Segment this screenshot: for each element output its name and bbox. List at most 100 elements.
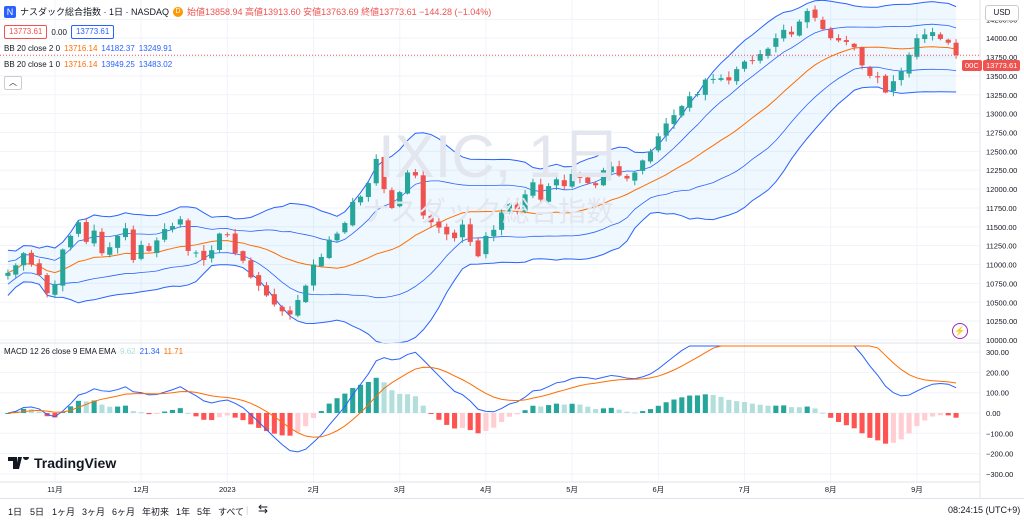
macd-histogram-bar — [647, 409, 654, 413]
macd-pane — [5, 345, 959, 453]
candle-body — [287, 310, 293, 315]
price-tick-label: 13250.00 — [986, 91, 1017, 100]
bid-ask-row: 13773.61 0.00 13773.61 — [4, 25, 115, 39]
tf-6m[interactable]: 6ヶ月 — [112, 507, 136, 517]
price-tick-label: 14000.00 — [986, 34, 1017, 43]
candle-body — [820, 19, 826, 30]
last-price-tag: 13773.61 — [983, 60, 1021, 71]
candle-body — [930, 32, 936, 37]
macd-histogram-bar — [130, 411, 136, 413]
divider: | — [246, 505, 249, 515]
macd-histogram-bar — [263, 413, 270, 432]
tf-5y[interactable]: 5年 — [197, 507, 212, 517]
macd-histogram-bar — [248, 413, 254, 425]
candle-body — [546, 186, 552, 202]
bb-upper-2sd-line — [7, 0, 957, 252]
candle-body — [91, 230, 97, 244]
candle-body — [216, 233, 223, 250]
macd-histogram-bar — [875, 413, 881, 441]
axes: 10000.00 10250.00 10500.00 10750.00 11000.00… — [0, 0, 1017, 498]
brand-name: TradingView — [34, 455, 117, 471]
macd-histogram-bar — [381, 382, 387, 413]
macd-histogram-bar — [945, 413, 951, 416]
tf-all[interactable]: すべて — [218, 507, 245, 517]
bb2-legend[interactable]: BB 20 close 1 0 13716.14 13949.25 13483.… — [4, 60, 172, 69]
time-tick-label: 11月 — [47, 485, 62, 494]
candle-body — [671, 115, 677, 124]
macd-histogram-bar — [201, 413, 207, 420]
macd-histogram-bar — [459, 413, 465, 428]
macd-histogram-bar — [765, 405, 771, 413]
candle-body — [553, 179, 559, 186]
candle-body — [138, 244, 144, 259]
ohlc-values: 始値13858.94 高値13913.60 安値13763.69 終値13773… — [187, 7, 492, 17]
macd-histogram-bar — [624, 411, 630, 413]
price-tick-label: 12000.00 — [986, 185, 1017, 194]
tf-5d[interactable]: 5日 — [30, 507, 45, 517]
macd-histogram-bar — [835, 413, 842, 422]
candle-body — [428, 215, 434, 223]
macd-histogram-bar — [122, 405, 129, 413]
price-tick-label: 13000.00 — [986, 110, 1017, 119]
macd-histogram-bar — [5, 413, 11, 414]
legend-collapse[interactable]: ︿ — [4, 76, 22, 90]
candlestick-series — [0, 5, 980, 320]
macd-histogram-bar — [279, 413, 285, 436]
candle-body — [452, 232, 458, 239]
candle-body — [357, 196, 364, 203]
candle-body — [271, 294, 277, 305]
tf-1d[interactable]: 1日 — [8, 507, 23, 517]
macd-histogram-bar — [357, 384, 364, 413]
macd-legend[interactable]: MACD 12 26 close 9 EMA EMA 9.62 21.34 11… — [4, 347, 183, 356]
tf-1y[interactable]: 1年 — [176, 507, 191, 517]
symbol-title[interactable]: ナスダック総合指数 · 1日 · NASDAQ — [20, 7, 170, 17]
ask-price[interactable]: 13773.61 — [70, 25, 115, 39]
candle-body — [256, 275, 262, 286]
candle-body — [781, 29, 787, 39]
candle-body — [115, 235, 121, 248]
candle-body — [52, 284, 58, 295]
macd-histogram-bar — [162, 411, 168, 413]
candle-body — [365, 183, 371, 198]
tv-logo-icon — [8, 457, 29, 469]
tf-3m[interactable]: 3ヶ月 — [82, 507, 106, 517]
candle-body — [687, 96, 693, 108]
time-tick-label: 2023 — [219, 485, 236, 494]
macd-tick-label: 200.00 — [986, 368, 1009, 377]
chart-canvas[interactable]: 10000.00 10250.00 10500.00 10750.00 11000.00… — [0, 0, 1024, 498]
macd-histogram-bar — [271, 413, 277, 434]
bid-price[interactable]: 13773.61 — [4, 25, 48, 39]
macd-histogram-bar — [412, 396, 418, 413]
macd-histogram-bar — [287, 413, 293, 436]
spread-value: 0.00 — [51, 27, 67, 37]
macd-histogram-bar — [679, 397, 685, 413]
candle-body — [68, 235, 74, 248]
lightning-icon[interactable]: ⚡ — [952, 323, 968, 339]
candle-body — [232, 233, 238, 254]
candle-body — [334, 233, 340, 241]
currency-selector[interactable]: USD — [985, 5, 1019, 21]
bb1-legend[interactable]: BB 20 close 2 0 13716.14 14182.37 13249.… — [4, 44, 172, 53]
candle-body — [883, 75, 889, 93]
macd-histogram-bar — [741, 401, 748, 413]
tf-1m[interactable]: 1ヶ月 — [52, 507, 76, 517]
macd-histogram-bar — [21, 408, 27, 413]
macd-histogram-bar — [820, 412, 826, 414]
candle-body — [937, 34, 943, 39]
price-tick-label: 11000.00 — [986, 261, 1017, 270]
macd-histogram-bar — [702, 394, 708, 413]
macd-histogram-bar — [389, 390, 395, 413]
clock[interactable]: 08:24:15 (UTC+9) — [948, 505, 1021, 515]
date-range-icon[interactable]: ⇆ — [258, 502, 269, 516]
tf-ytd[interactable]: 年初来 — [142, 507, 170, 517]
macd-histogram-bar — [326, 403, 332, 413]
macd-histogram-bar — [694, 395, 701, 413]
candle-body — [146, 246, 152, 251]
chevron-up-icon[interactable]: ︿ — [4, 76, 22, 90]
macd-histogram-bar — [796, 407, 802, 413]
macd-histogram-bar — [310, 413, 317, 418]
candle-body — [248, 260, 254, 278]
candle-body — [890, 81, 896, 91]
candle-body — [459, 224, 465, 238]
candle-body — [843, 40, 849, 42]
